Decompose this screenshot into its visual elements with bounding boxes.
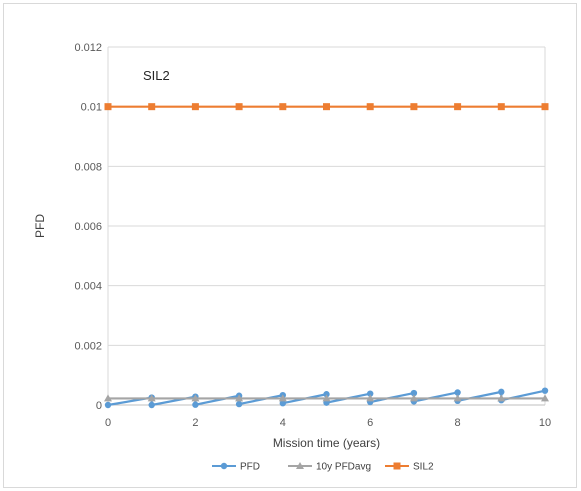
- axes: 0 0.002 0.004 0.006 0.008 0.01 0.012 0 2 4 6 8 10: [74, 42, 551, 429]
- data-point: [148, 401, 155, 409]
- gridlines: [108, 46, 546, 406]
- chart-area: 0 0.002 0.004 0.006 0.008 0.01 0.012 0 2 4 6 8 10 SI…: [3, 3, 577, 488]
- data-point: [279, 400, 286, 407]
- legend-marker: [393, 462, 401, 470]
- sil2-annotation: SIL2: [143, 68, 170, 83]
- x-tick-label: 8: [455, 417, 461, 429]
- data-point: [192, 401, 199, 408]
- data-point: [104, 394, 112, 402]
- legend: PFD 10y PFDavg SIL2: [212, 462, 434, 473]
- data-point: [541, 387, 549, 394]
- data-point: [323, 391, 330, 398]
- data-point: [278, 394, 287, 402]
- data-point: [366, 394, 375, 402]
- data-point: [323, 103, 330, 111]
- y-tick-label: 0.004: [74, 281, 102, 293]
- legend-label: 10y PFDavg: [316, 462, 371, 473]
- legend-entry: 10y PFDavg: [288, 462, 371, 473]
- data-point: [104, 401, 112, 409]
- legend-marker: [220, 462, 228, 470]
- series: [104, 103, 549, 409]
- data-point: [498, 388, 505, 396]
- series-10y-pfdavg: [104, 394, 549, 402]
- y-tick-label: 0.002: [74, 340, 102, 352]
- data-point: [453, 394, 462, 402]
- pfd-chart: 0 0.002 0.004 0.006 0.008 0.01 0.012 0 2 4 6 8 10 SI…: [33, 42, 551, 473]
- data-point: [191, 394, 200, 402]
- legend-marker: [296, 462, 304, 469]
- data-point: [366, 103, 374, 111]
- y-tick-label: 0.006: [74, 221, 102, 233]
- data-point: [410, 103, 418, 111]
- x-tick-label: 10: [539, 417, 551, 429]
- y-axis-title: PFD: [33, 214, 47, 238]
- data-point: [235, 103, 243, 111]
- data-point: [367, 390, 374, 397]
- legend-entry: SIL2: [385, 462, 434, 473]
- data-point: [322, 394, 331, 402]
- data-point: [497, 103, 505, 111]
- data-point: [454, 103, 462, 111]
- x-tick-label: 6: [367, 417, 373, 429]
- legend-label: SIL2: [413, 462, 434, 473]
- data-point: [454, 389, 461, 396]
- data-point: [541, 103, 549, 111]
- data-point: [497, 394, 506, 402]
- data-point: [104, 103, 112, 111]
- data-point: [148, 103, 156, 111]
- data-point: [235, 400, 243, 408]
- data-point: [147, 394, 156, 402]
- y-tick-label: 0.012: [74, 42, 102, 54]
- series-sil2: [104, 103, 549, 111]
- y-tick-label: 0: [96, 400, 102, 412]
- data-point: [410, 389, 418, 397]
- x-axis-title: Mission time (years): [273, 436, 380, 450]
- data-point: [235, 394, 244, 402]
- y-tick-label: 0.01: [81, 102, 102, 114]
- y-tick-label: 0.008: [74, 161, 102, 173]
- data-point: [191, 103, 199, 111]
- data-point: [409, 394, 418, 402]
- x-tick-label: 4: [280, 417, 286, 429]
- data-point: [541, 394, 549, 402]
- legend-entry: PFD: [212, 462, 260, 473]
- x-tick-label: 2: [192, 417, 198, 429]
- legend-label: PFD: [240, 462, 260, 473]
- data-point: [279, 103, 287, 111]
- x-tick-label: 0: [105, 417, 111, 429]
